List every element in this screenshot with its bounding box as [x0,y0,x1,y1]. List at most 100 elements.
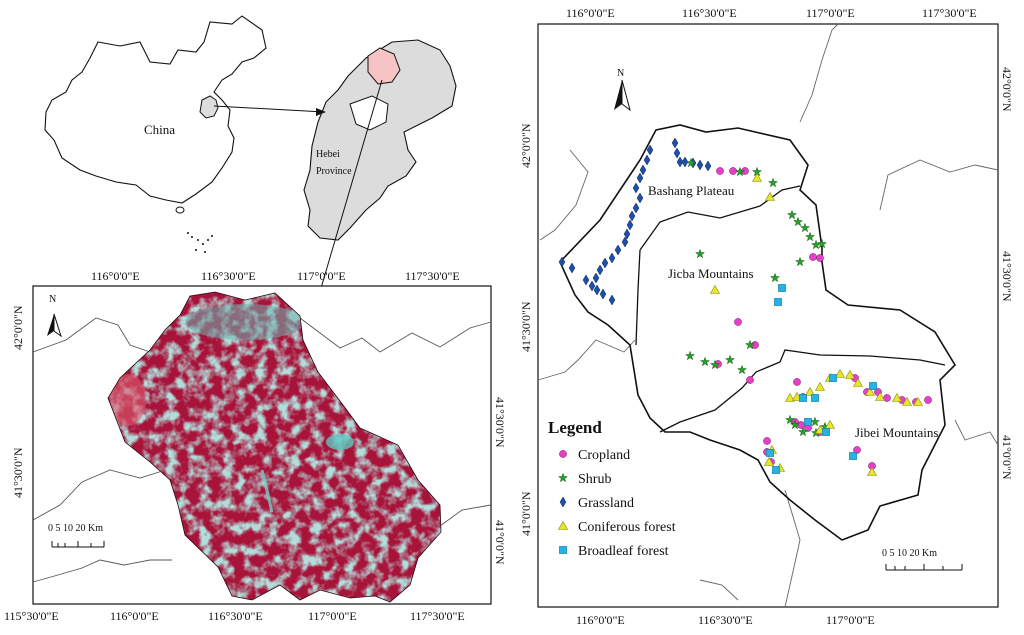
sample-point-coniferous-forest [784,392,796,402]
sample-point-grassland [599,288,607,300]
sample-point-cropland [809,253,817,261]
sat-bottom-tick-1: 115°30'0"E [4,609,59,623]
sample-point-coniferous-forest [852,377,864,387]
sample-point-broadleaf-forest [778,284,786,292]
map-right-tick-2: 41°30'0"N [1000,251,1014,302]
legend-item-shrub: Shrub [578,472,611,487]
legend-symbol-triangle-icon [557,520,569,530]
legend-title: Legend [548,418,602,437]
sample-point-grassland [623,228,631,240]
sample-point-grassland [632,182,640,194]
jibei-mountains-boundary [659,349,946,433]
sat-left-tick-1: 42°0'0"N [11,305,25,350]
sample-point-coniferous-forest [814,381,826,391]
sample-point-cropland [763,437,771,445]
sample-point-grassland [558,256,566,268]
sample-point-broadleaf-forest [822,428,830,436]
sample-point-shrub [685,157,697,168]
sample-point-coniferous-forest [763,456,775,466]
sample-point-shrub [724,354,736,365]
satellite-map: 116°0'0"E 116°30'0"E 117°0'0"E 117°30'0"… [4,269,507,623]
sample-point-shrub [792,216,804,227]
map-top-tick-1: 116°0'0"E [566,6,615,20]
north-arrow-icon: N [614,68,631,112]
legend-item-broadleaf-forest: Broadleaf forest [578,544,669,559]
sample-point-shrub [699,356,711,367]
jicba-inner-boundary [635,249,641,346]
sample-point-coniferous-forest [751,172,763,182]
sample-point-grassland [628,210,636,222]
sample-point-shrub [784,414,796,425]
sample-point-shrub [709,359,721,370]
study-area-outline [107,291,442,603]
map-top-tick-4: 117°30'0"E [922,6,977,20]
sample-point-grassland [643,154,651,166]
sample-point-broadleaf-forest [804,418,812,426]
neighbor-boundaries-left [32,317,492,583]
sample-point-coniferous-forest [804,386,816,396]
sample-point-broadleaf-forest [772,466,780,474]
sample-point-grassland [621,236,629,248]
region-label-jicba: Jicba Mountains [668,266,754,281]
sample-point-shrub [734,166,746,177]
legend: Legend Cropland Shrub Grassland Conifero… [548,418,676,559]
sample-point-broadleaf-forest [869,382,877,390]
neighbor-boundaries-right [537,23,999,608]
sample-map-frame [537,23,999,608]
bashang-plateau-boundary [639,185,801,251]
hainan-island [175,206,185,214]
legend-symbol-star-icon [557,472,569,483]
hebei-in-china [199,95,219,119]
sample-point-cropland [797,421,805,429]
sample-point-shrub [797,426,809,437]
scale-text: 0 5 10 20 Km [882,548,937,559]
north-label: N [617,68,624,79]
beijing-hole [349,95,389,131]
sample-point-shrub [684,350,696,361]
sample-point-grassland [582,274,590,286]
region-label-bashang: Bashang Plateau [648,183,735,198]
sat-top-tick-2: 116°30'0"E [201,269,256,283]
sample-point-shrub [799,222,811,233]
arrowhead-hebei [316,108,326,116]
sample-point-shrub [816,238,828,249]
sample-point-shrub [694,248,706,259]
legend-item-cropland: Cropland [578,448,630,463]
sample-point-grassland [676,156,684,168]
map-right-tick-1: 42°0'0"N [1000,67,1014,112]
sample-point-coniferous-forest [891,392,903,402]
sample-point-broadleaf-forest [829,374,837,382]
sample-point-grassland [596,264,604,276]
connector-arrow-china-hebei [213,105,325,113]
sample-point-grassland [639,164,647,176]
sat-top-tick-1: 116°0'0"E [91,269,140,283]
south-china-sea-islands [187,232,213,253]
sample-points [558,137,932,476]
sample-point-grassland [608,252,616,264]
sample-point-shrub [786,209,798,220]
hebei-label-line1: Hebei [316,149,340,160]
sample-point-grassland [632,202,640,214]
sample-point-broadleaf-forest [774,298,782,306]
sat-top-tick-4: 117°30'0"E [405,269,460,283]
sample-point-grassland [608,294,616,306]
sample-point-broadleaf-forest [766,449,774,457]
north-arrow-icon: N [47,294,62,338]
legend-symbol-diamond-icon [559,496,567,508]
legend-item-coniferous-forest: Coniferous forest [578,520,676,535]
sample-point-grassland [593,284,601,296]
sample-point-broadleaf-forest [849,452,857,460]
hebei-label-line2: Province [316,166,352,177]
sample-point-coniferous-forest [866,466,878,476]
legend-symbol-square-icon [559,546,567,554]
north-label: N [49,294,56,305]
sample-point-grassland [673,147,681,159]
sample-point-cropland [853,446,861,454]
sat-top-tick-3: 117°0'0"E [297,269,346,283]
scale-bar: 0 5 10 20 Km [48,523,105,548]
map-bottom-tick-2: 116°30'0"E [698,613,753,627]
china-label: China [144,122,175,137]
sample-point-cropland [746,376,754,384]
sample-point-coniferous-forest [824,419,836,429]
china-inset: China [44,15,267,253]
